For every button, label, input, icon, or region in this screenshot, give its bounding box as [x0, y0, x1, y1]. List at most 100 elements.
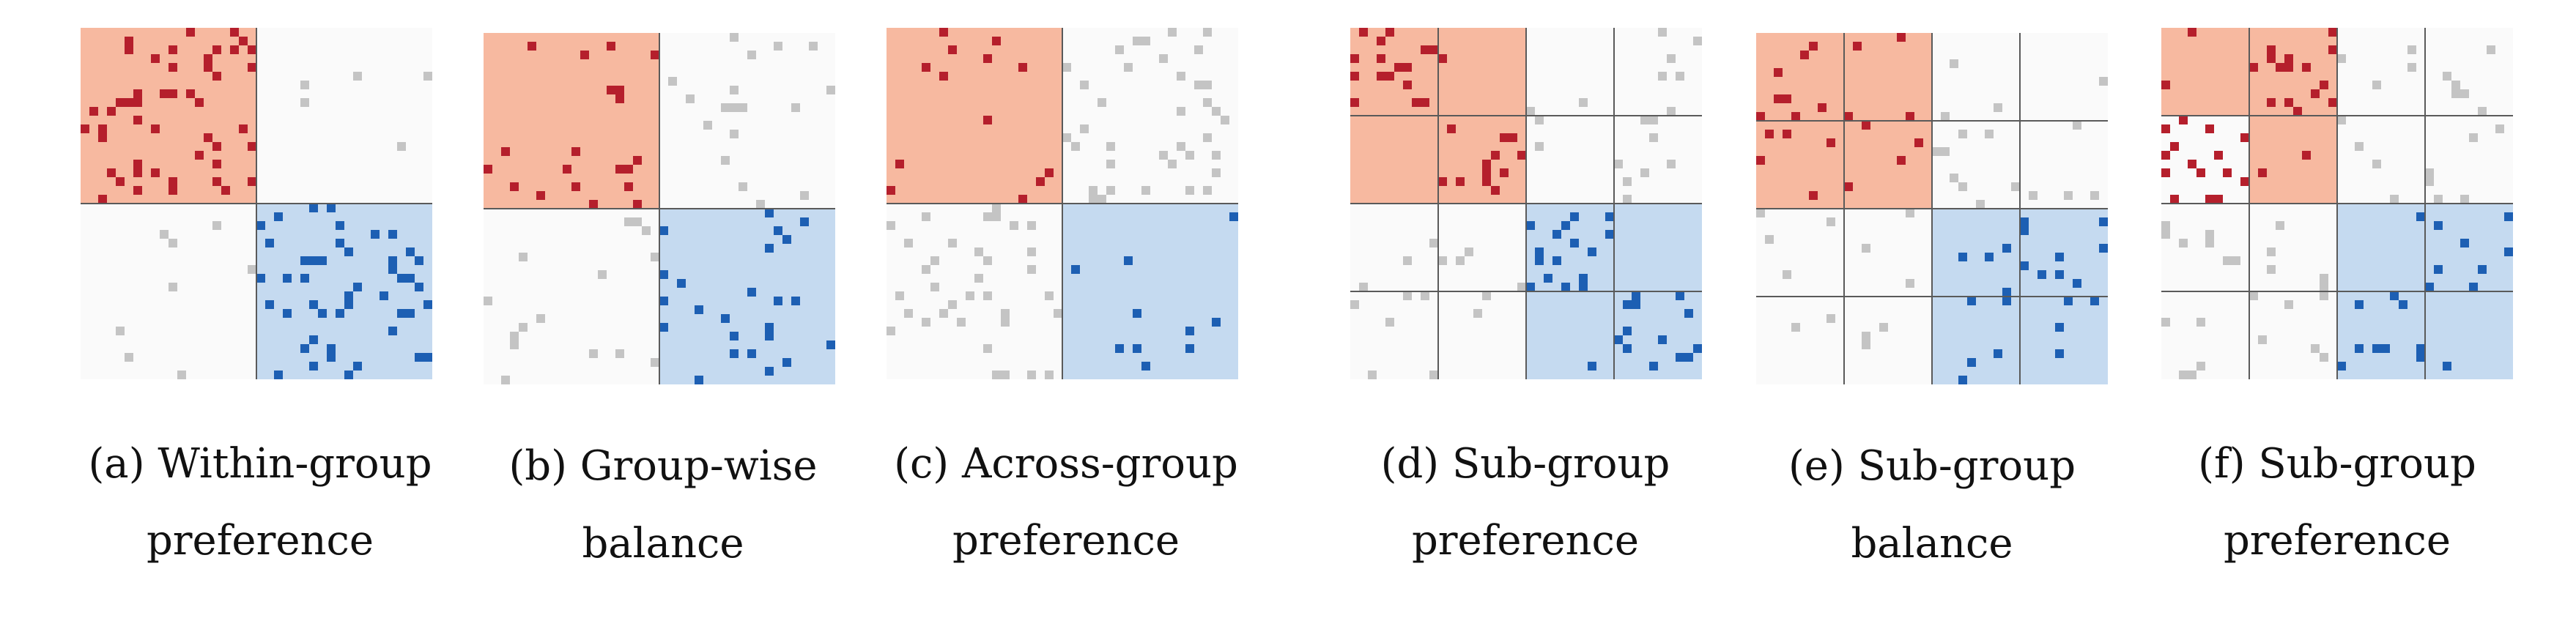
matrix-cell — [309, 256, 318, 265]
matrix-cell — [2011, 182, 2020, 191]
matrix-cell — [248, 45, 256, 54]
matrix-cell — [1054, 309, 1062, 318]
matrix-cell — [1106, 186, 1115, 195]
matrix-cell — [659, 270, 668, 279]
matrix-cell — [2188, 160, 2196, 168]
matrix-cell — [2425, 177, 2434, 186]
matrix-cell — [2434, 265, 2443, 274]
matrix-cell — [615, 86, 624, 94]
matrix-cell — [1177, 72, 1185, 81]
matrix-cell — [1212, 318, 1221, 327]
matrix-cell — [1106, 142, 1115, 151]
matrix-cell — [2337, 362, 2346, 371]
matrix-cell — [1676, 291, 1684, 300]
matrix-cell — [1098, 195, 1106, 204]
matrix-cell — [930, 256, 939, 265]
matrix-cell — [133, 98, 142, 107]
matrix-cell — [2443, 72, 2451, 81]
matrix-cell — [204, 133, 212, 142]
matrix-cell — [765, 323, 774, 332]
matrix-cell — [1212, 151, 1221, 160]
matrix-cell — [1350, 98, 1359, 107]
matrix-cell — [169, 89, 177, 98]
matrix-cell — [309, 204, 318, 212]
matrix-cell — [774, 297, 782, 305]
matrix-cell — [1544, 274, 1552, 283]
matrix-cell — [1862, 121, 1870, 130]
matrix-cell — [1185, 186, 1194, 195]
matrix-cell — [151, 168, 160, 177]
matrix-cell — [2469, 283, 2478, 291]
matrix-cell — [353, 362, 362, 371]
matrix-cell — [2302, 63, 2311, 72]
matrix-cell — [1429, 45, 1438, 54]
matrix-cell — [1932, 147, 1941, 156]
matrix-cell — [344, 291, 353, 300]
matrix-cell — [2055, 253, 2064, 261]
matrix-cell — [2302, 151, 2311, 160]
matrix-cell — [1958, 130, 1967, 138]
matrix-cell — [2161, 318, 2170, 327]
matrix-cell — [415, 283, 423, 291]
matrix-cell — [2399, 300, 2407, 309]
matrix-cell — [397, 142, 406, 151]
matrix-cell — [212, 221, 221, 230]
matrix-cell — [1783, 270, 1791, 279]
matrix-cell — [1001, 371, 1010, 379]
matrix-cell — [1106, 160, 1115, 168]
matrix-cell — [1994, 349, 2002, 358]
matrix-cell — [2276, 221, 2284, 230]
matrix-cell — [2311, 89, 2320, 98]
matrix-cell — [589, 349, 598, 358]
matrix-cell — [1133, 309, 1141, 318]
matrix-cell — [406, 247, 415, 256]
matrix-cell — [2284, 54, 2293, 63]
matrix-cell — [1385, 318, 1394, 327]
matrix-cell — [624, 165, 633, 174]
matrix-cell — [939, 72, 948, 81]
matrix-cell — [1229, 212, 1238, 221]
matrix-cell — [1456, 177, 1465, 186]
matrix-cell — [2249, 63, 2258, 72]
matrix-cell — [992, 371, 1001, 379]
matrix-cell — [1906, 279, 1914, 288]
matrix-cell — [739, 182, 747, 191]
matrix-cell — [1350, 300, 1359, 309]
matrix-cell — [274, 371, 283, 379]
matrix-cell — [1897, 156, 1906, 165]
matrix-cell — [2469, 133, 2478, 142]
matrix-cell — [2179, 116, 2188, 124]
matrix-cell — [730, 349, 739, 358]
matrix-cell — [651, 358, 659, 367]
matrix-cell — [81, 124, 89, 133]
panel-d-caption-line2: preference — [1411, 517, 1640, 565]
matrix-cell — [2337, 54, 2346, 63]
matrix-cell — [1614, 160, 1623, 168]
matrix-cell — [633, 156, 642, 165]
panel-e-caption-line1: (e) Sub-group — [1788, 442, 2076, 490]
matrix-cell — [2416, 212, 2425, 221]
matrix-cell — [730, 332, 739, 340]
matrix-cell — [686, 94, 695, 103]
matrix-cell — [695, 376, 703, 384]
matrix-cell — [809, 42, 818, 51]
matrix-cell — [957, 318, 966, 327]
matrix-cell — [992, 212, 1001, 221]
matrix-cell — [501, 147, 510, 156]
matrix-cell — [571, 182, 580, 191]
matrix-cell — [2284, 63, 2293, 72]
panel-c-caption-line2: preference — [952, 517, 1180, 565]
matrix-cell — [1045, 371, 1054, 379]
matrix-cell — [212, 177, 221, 186]
matrix-cell — [1605, 230, 1614, 239]
matrix-cell — [1429, 239, 1438, 247]
matrix-cell — [2073, 279, 2081, 288]
matrix-cell — [1018, 195, 1027, 204]
matrix-cell — [1658, 72, 1667, 81]
matrix-cell — [765, 367, 774, 376]
matrix-cell — [2232, 256, 2240, 265]
matrix-cell — [318, 309, 327, 318]
matrix-cell — [1018, 63, 1027, 72]
matrix-cell — [1605, 212, 1614, 221]
matrix-cell — [659, 323, 668, 332]
